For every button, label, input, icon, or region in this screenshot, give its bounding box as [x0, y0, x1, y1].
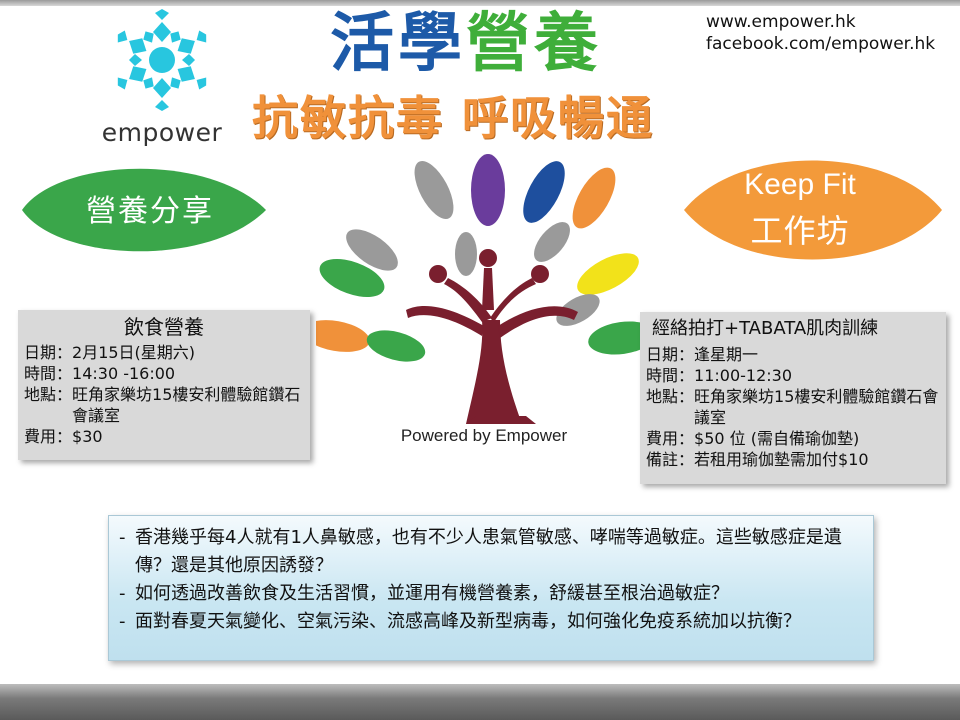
leaf-green [319, 258, 385, 298]
row-label: 地點： [646, 387, 695, 406]
leaf-grey [346, 229, 398, 271]
question-dash: - [119, 611, 126, 632]
leaf-grey [455, 232, 477, 276]
event-right-date-row: 日期： 逢星期一 [646, 344, 940, 365]
question-text: 如何透過改善飲食及生活習慣，並運用有機營養素，舒緩甚至根治過敏症？ [135, 583, 729, 604]
row-value: 11:00-12:30 [694, 366, 793, 385]
event-right-note-row: 備註： 若租用瑜伽墊需加付$10 [646, 449, 940, 470]
event-left-venue-row: 地點： 旺角家樂坊15樓安利體驗館鑽石會議室 [24, 384, 304, 426]
event-right-venue-row: 地點： 旺角家樂坊15樓安利體驗館鑽石會議室 [646, 386, 940, 428]
row-value: $30 [72, 427, 103, 446]
row-value: $50 位 (需自備瑜伽墊) [694, 429, 860, 448]
website-text: www.empower.hk [706, 12, 856, 32]
top-strip [0, 0, 960, 6]
tree-leaves-people-icon [316, 154, 652, 424]
event-left-date-row: 日期： 2月15日(星期六) [24, 342, 304, 363]
leaf-right-line-2: 工作坊 [750, 212, 850, 250]
leaf-orange [316, 320, 370, 352]
page-title: 活學營養 [330, 6, 602, 82]
event-left-time-row: 時間： 14:30 -16:00 [24, 363, 304, 384]
event-right-fee-row: 費用： $50 位 (需自備瑜伽墊) [646, 428, 940, 449]
title-part-1: 活學 [330, 7, 466, 81]
event-left-box: 飲食營養 日期： 2月15日(星期六) 時間： 14:30 -16:00 地點：… [18, 310, 310, 460]
row-label: 時間： [646, 366, 695, 385]
row-label: 地點： [24, 385, 73, 404]
row-label: 時間： [24, 364, 73, 383]
event-left-title: 飲食營養 [124, 315, 204, 339]
leaf-right-line-1: Keep Fit [744, 168, 856, 201]
question-dash: - [119, 527, 126, 548]
page-subtitle: 抗敏抗毒 呼吸暢通 [252, 91, 655, 145]
leaf-grey [414, 160, 454, 220]
powered-by-caption: Powered by Empower [400, 426, 568, 445]
leaf-yellow [577, 253, 639, 295]
leaf-purple [471, 154, 505, 226]
row-value: 若租用瑜伽墊需加付$10 [694, 450, 869, 469]
question-text: 面對春夏天氣變化、空氣污染、流感高峰及新型病毒，如何強化免疫系統加以抗衡？ [135, 611, 801, 632]
row-value: 2月15日(星期六) [72, 343, 196, 362]
event-right-time-row: 時間： 11:00-12:30 [646, 365, 940, 386]
leaf-orange [572, 167, 616, 229]
event-right-title: 經絡拍打+TABATA肌肉訓練 [652, 318, 879, 339]
question-item: - 香港幾乎每4人就有1人鼻敏感，也有不少人患氣管敏感、哮喘等過敏症。這些敏感症… [119, 524, 863, 580]
row-label: 費用： [24, 427, 73, 446]
question-item: - 如何透過改善飲食及生活習慣，並運用有機營養素，舒緩甚至根治過敏症？ [119, 580, 863, 608]
row-label: 日期： [24, 343, 73, 362]
snowflake-logo-icon [117, 9, 207, 111]
logo-text: empower [101, 118, 223, 147]
leaf-grey [534, 222, 570, 262]
orange-leaf-shape [684, 160, 942, 260]
leaf-green [366, 330, 426, 362]
event-left-fee-row: 費用： $30 [24, 426, 304, 447]
facebook-text: facebook.com/empower.hk [706, 34, 936, 54]
row-label: 日期： [646, 345, 695, 364]
row-value: 14:30 -16:00 [72, 364, 176, 383]
event-right-box: 經絡拍打+TABATA肌肉訓練 日期： 逢星期一 時間： 11:00-12:30… [640, 312, 946, 484]
leaf-green [588, 321, 652, 355]
row-label: 備註： [646, 450, 695, 469]
leaf-left-label: 營養分享 [86, 194, 214, 229]
green-leaf-shape [22, 168, 266, 252]
question-box: - 香港幾乎每4人就有1人鼻敏感，也有不少人患氣管敏感、哮喘等過敏症。這些敏感症… [108, 515, 874, 661]
leaf-grey [556, 294, 600, 326]
bottom-band [0, 684, 960, 720]
question-text: 香港幾乎每4人就有1人鼻敏感，也有不少人患氣管敏感、哮喘等過敏症。這些敏感症是遺… [135, 527, 842, 576]
question-item: - 面對春夏天氣變化、空氣污染、流感高峰及新型病毒，如何強化免疫系統加以抗衡？ [119, 608, 863, 636]
question-dash: - [119, 583, 126, 604]
row-label: 費用： [646, 429, 695, 448]
title-part-2: 營養 [466, 7, 602, 81]
row-value: 旺角家樂坊15樓安利體驗館鑽石會議室 [72, 385, 301, 425]
row-value: 逢星期一 [694, 345, 759, 364]
leaf-blue [523, 161, 565, 223]
row-value: 旺角家樂坊15樓安利體驗館鑽石會議室 [694, 387, 939, 427]
